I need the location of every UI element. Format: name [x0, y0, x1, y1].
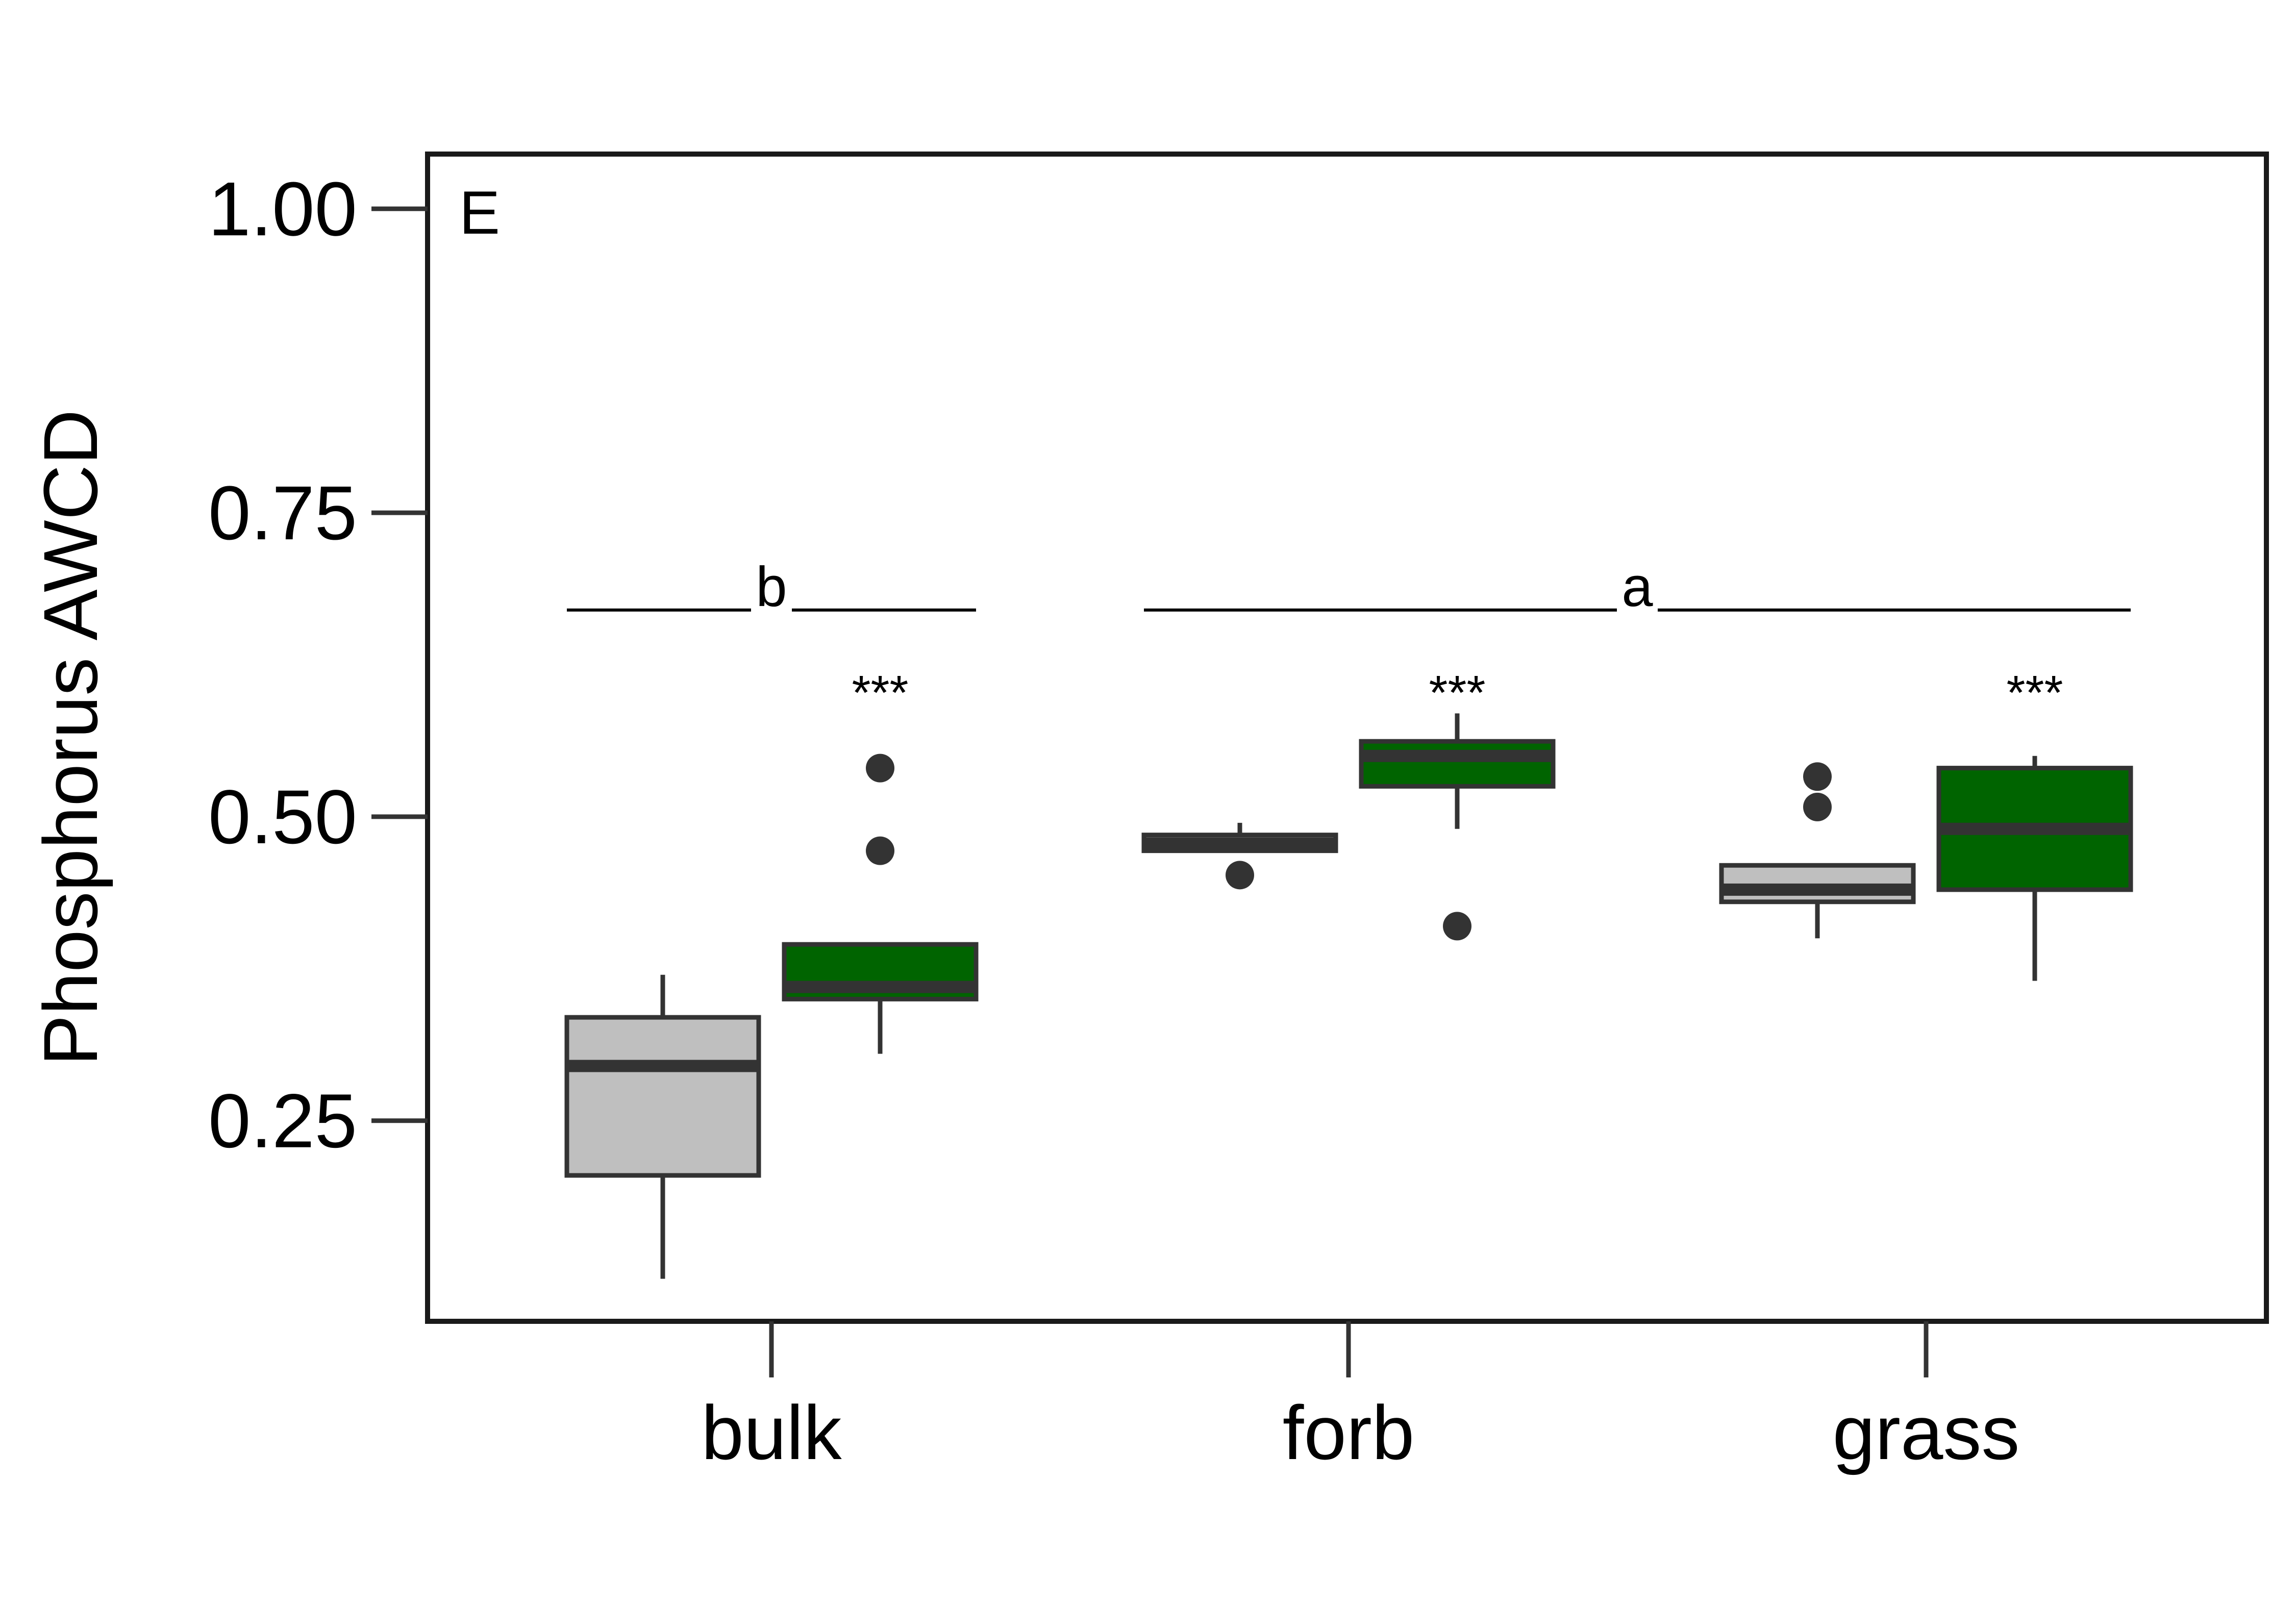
- box-forb-dark: ***: [1359, 666, 1556, 941]
- y-axis-title: Phosphorus AWCD: [28, 410, 113, 1066]
- box-iqr: [1359, 739, 1556, 789]
- outlier-point: [866, 754, 894, 783]
- significance-label: ***: [852, 666, 909, 720]
- box-bulk-light: [564, 974, 761, 1279]
- x-tick-label-grass: grass: [1833, 1390, 2020, 1475]
- box-bulk-dark: ***: [782, 666, 979, 1054]
- box-forb-light: [1141, 822, 1338, 890]
- panel-label: E: [459, 179, 500, 247]
- x-tick-label-bulk: bulk: [701, 1390, 842, 1475]
- outlier-point: [866, 836, 894, 865]
- group-letter-label: b: [756, 556, 787, 618]
- box-iqr: [564, 1015, 761, 1178]
- boxes-layer: *** *** ***: [564, 666, 2133, 1279]
- box-grass-dark: ***: [1936, 666, 2133, 981]
- box-grass-light: [1719, 762, 1916, 939]
- y-tick-label: 0.25: [208, 1078, 357, 1164]
- x-axis: bulk forb grass: [701, 1321, 2019, 1475]
- y-tick-label: 1.00: [208, 166, 357, 252]
- outlier-point: [1803, 762, 1832, 791]
- y-tick-label: 0.75: [208, 470, 357, 556]
- x-tick-label-forb: forb: [1283, 1390, 1414, 1475]
- significance-label: ***: [2007, 666, 2063, 720]
- group-letter-a: a: [1144, 556, 2131, 618]
- y-axis: 0.25 0.50 0.75 1.00: [208, 166, 428, 1164]
- outlier-point: [1226, 861, 1254, 890]
- outlier-point: [1803, 792, 1832, 821]
- y-tick-label: 0.50: [208, 774, 357, 860]
- group-letter-b: b: [567, 556, 976, 618]
- outlier-point: [1443, 912, 1471, 941]
- group-letter-label: a: [1621, 556, 1653, 618]
- significance-label: ***: [1429, 666, 1486, 720]
